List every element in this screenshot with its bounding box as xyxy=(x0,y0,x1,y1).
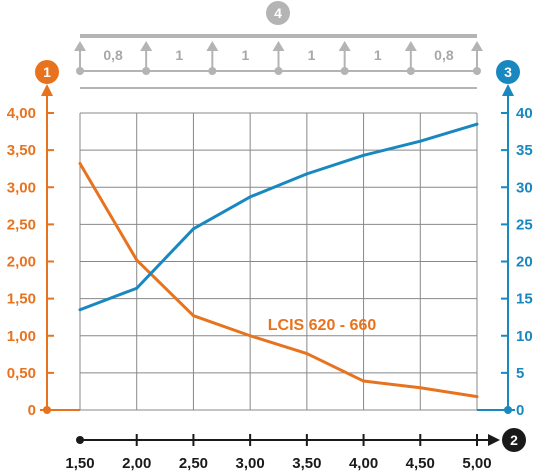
badge-circle xyxy=(266,1,290,25)
left-axis: 0 0,50 1,00 1,50 2,00 2,50 3,00 3,50 4,00 1 xyxy=(7,60,80,419)
x-tick-label: 2,50 xyxy=(179,455,208,472)
right-tick-label: 15 xyxy=(516,291,533,308)
series-point-left xyxy=(248,334,252,338)
x-tick-label: 5,00 xyxy=(462,455,491,472)
right-tick-label: 5 xyxy=(516,365,524,382)
series-layer: LCIS 620 - 660 xyxy=(78,122,479,399)
support-node xyxy=(76,67,84,75)
badge-circle xyxy=(496,60,520,84)
right-tick-label: 0 xyxy=(516,402,524,419)
badge-span-diagram: 4 xyxy=(266,1,290,25)
left-tick-label: 1,50 xyxy=(7,291,36,308)
series-name-label: LCIS 620 - 660 xyxy=(268,317,377,334)
series-line-left xyxy=(78,162,478,399)
series-point-right xyxy=(418,139,422,143)
badge-span-diagram-text: 4 xyxy=(274,5,282,21)
right-tick-label: 40 xyxy=(516,105,533,122)
span-length-label: 0,8 xyxy=(103,47,123,63)
right-tick-label: 35 xyxy=(516,142,533,159)
left-tick-label: 3,00 xyxy=(7,179,36,196)
support-triangle-icon xyxy=(471,41,483,51)
x-tick-label: 1,50 xyxy=(65,455,94,472)
badge-x-axis: 2 xyxy=(502,428,526,452)
left-tick-label: 1,00 xyxy=(7,328,36,345)
span-length-label: 1 xyxy=(242,47,250,63)
series-point-right xyxy=(305,172,309,176)
badge-x-axis-text: 2 xyxy=(510,432,518,448)
right-tick-label: 10 xyxy=(516,328,533,345)
x-tick-label: 2,00 xyxy=(122,455,151,472)
support-node xyxy=(473,67,481,75)
left-tick-label: 4,00 xyxy=(7,105,36,122)
series-point-right xyxy=(248,195,252,199)
x-tick-label: 3,00 xyxy=(236,455,265,472)
series-point-left xyxy=(418,386,422,390)
badge-circle xyxy=(502,428,526,452)
support-node xyxy=(406,67,415,75)
right-tick-label: 25 xyxy=(516,216,533,233)
support-triangle-icon xyxy=(74,41,86,51)
support-triangle-icon xyxy=(338,41,351,51)
support-node xyxy=(142,67,151,75)
series-point-right xyxy=(191,227,195,231)
series-line-right xyxy=(79,122,478,312)
right-axis-arrow-icon xyxy=(502,84,514,96)
support-node xyxy=(274,67,283,75)
right-axis: 0 5 10 15 20 25 30 35 40 3 xyxy=(477,60,533,419)
x-axis-arrow-icon xyxy=(488,434,500,446)
series-point-left xyxy=(135,258,139,262)
left-axis-origin-dot xyxy=(43,406,51,414)
left-tick-label: 2,00 xyxy=(7,254,36,271)
series-point-left xyxy=(191,314,195,318)
support-triangle-icon xyxy=(140,41,153,51)
badge-left-axis: 1 xyxy=(35,60,59,84)
badge-right-axis-text: 3 xyxy=(504,64,512,80)
series-point-right xyxy=(362,153,366,157)
x-tick-label: 3,50 xyxy=(292,455,321,472)
badge-right-axis: 3 xyxy=(496,60,520,84)
series-point-left xyxy=(78,161,82,165)
series-point-left xyxy=(475,395,479,399)
badge-left-axis-text: 1 xyxy=(43,64,51,80)
series-point-left xyxy=(362,379,366,383)
x-axis: 1,50 2,00 2,50 3,00 3,50 4,00 4,50 5,00 2 xyxy=(65,428,526,472)
support-triangle-icon xyxy=(404,41,417,51)
left-tick-label: 3,50 xyxy=(7,142,36,159)
span-diagram: 0,8 1 1 1 1 0,8 4 xyxy=(74,1,483,89)
left-tick-label: 0,50 xyxy=(7,365,36,382)
span-length-label: 1 xyxy=(374,47,382,63)
left-tick-label: 2,50 xyxy=(7,216,36,233)
span-length-label: 0,8 xyxy=(434,47,454,63)
right-tick-label: 20 xyxy=(516,254,533,271)
x-tick-label: 4,00 xyxy=(349,455,378,472)
left-axis-arrow-icon xyxy=(41,84,53,96)
series-point-right xyxy=(135,286,139,290)
support-node xyxy=(208,67,217,75)
x-tick-label: 4,50 xyxy=(406,455,435,472)
support-triangle-icon xyxy=(206,41,219,51)
support-triangle-icon xyxy=(272,41,285,51)
support-node xyxy=(340,67,349,75)
badge-circle xyxy=(35,60,59,84)
left-tick-label: 0 xyxy=(28,402,36,419)
span-length-label: 1 xyxy=(308,47,316,63)
right-tick-label: 30 xyxy=(516,179,533,196)
right-axis-origin-dot xyxy=(504,406,512,414)
grid xyxy=(79,112,478,411)
x-axis-origin-dot xyxy=(76,436,84,444)
series-point-right xyxy=(78,308,82,312)
series-point-left xyxy=(305,352,309,356)
series-point-right xyxy=(475,122,479,126)
span-length-label: 1 xyxy=(175,47,183,63)
